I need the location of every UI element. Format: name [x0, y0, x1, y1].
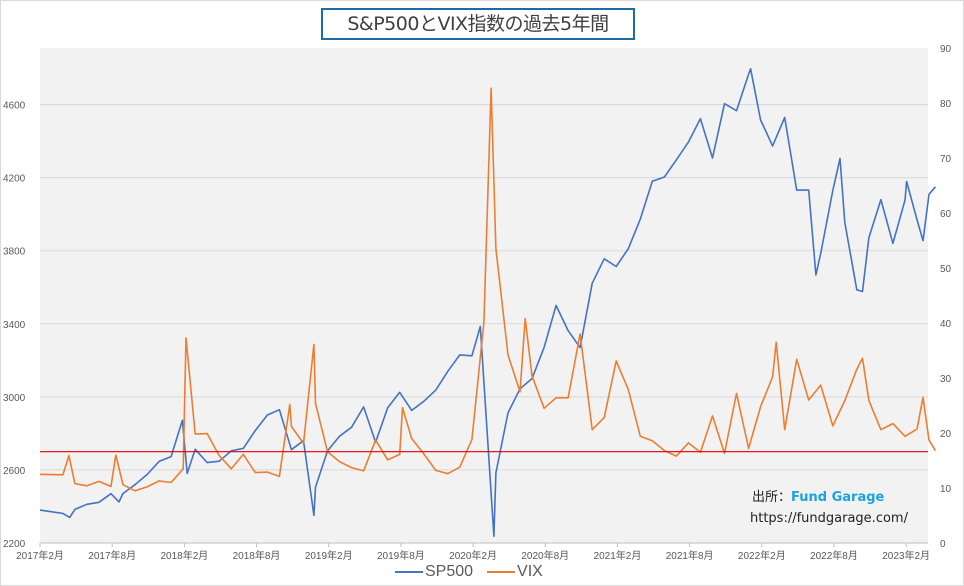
y-right-tick-label: 0	[940, 539, 946, 550]
legend-entry-sp500: SP500	[395, 563, 473, 581]
y-right-tick-label: 10	[940, 484, 952, 495]
series-line-vix	[39, 87, 937, 492]
y-right-tick-label: 30	[940, 374, 952, 385]
source-note: 出所：Fund Garage	[752, 486, 884, 505]
source-brand: Fund Garage	[791, 490, 885, 505]
legend-entry-vix: VIX	[487, 563, 543, 581]
x-tick-label: 2022年2月	[738, 549, 786, 562]
source-url: https://fundgarage.com/	[750, 511, 908, 526]
y-right-tick-label: 20	[940, 429, 952, 440]
y-left-tick-label: 2600	[3, 466, 26, 477]
x-tick-label: 2022年8月	[810, 549, 858, 562]
y-left-tick-label: 2200	[3, 539, 26, 550]
source-label: 出所：	[752, 490, 792, 505]
y-right-tick-label: 90	[940, 44, 952, 55]
x-tick-label: 2020年2月	[449, 549, 497, 562]
y-left-tick-label: 3000	[3, 393, 26, 404]
x-tick-label: 2019年8月	[377, 549, 425, 562]
x-tick-label: 2023年2月	[882, 549, 930, 562]
x-tick-label: 2019年2月	[305, 549, 353, 562]
y-left-tick-label: 3400	[3, 320, 26, 331]
series-line-sp500	[39, 68, 937, 537]
y-right-tick-label: 70	[940, 154, 952, 165]
chart-title: S&P500とVIX指数の過去5年間	[321, 8, 635, 40]
legend-label-vix: VIX	[517, 563, 543, 580]
y-right-tick-label: 40	[940, 319, 952, 330]
x-tick-label: 2020年8月	[521, 549, 569, 562]
y-right-tick-label: 80	[940, 99, 952, 110]
x-tick-label: 2018年8月	[233, 549, 281, 562]
x-tick-label: 2017年2月	[16, 549, 64, 562]
y-left-tick-label: 3800	[3, 247, 26, 258]
x-tick-label: 2021年2月	[594, 549, 642, 562]
legend-swatch-sp500	[395, 570, 423, 573]
y-right-tick-label: 60	[940, 209, 952, 220]
legend: SP500 VIX	[395, 563, 543, 581]
legend-swatch-vix	[487, 570, 516, 573]
x-tick-label: 2021年8月	[666, 549, 714, 562]
x-tick-label: 2018年2月	[160, 549, 208, 562]
legend-label-sp500: SP500	[425, 563, 474, 580]
y-left-tick-label: 4600	[3, 101, 26, 112]
y-right-tick-label: 50	[940, 264, 952, 275]
y-left-tick-label: 4200	[3, 174, 26, 185]
x-tick-label: 2017年8月	[88, 549, 136, 562]
